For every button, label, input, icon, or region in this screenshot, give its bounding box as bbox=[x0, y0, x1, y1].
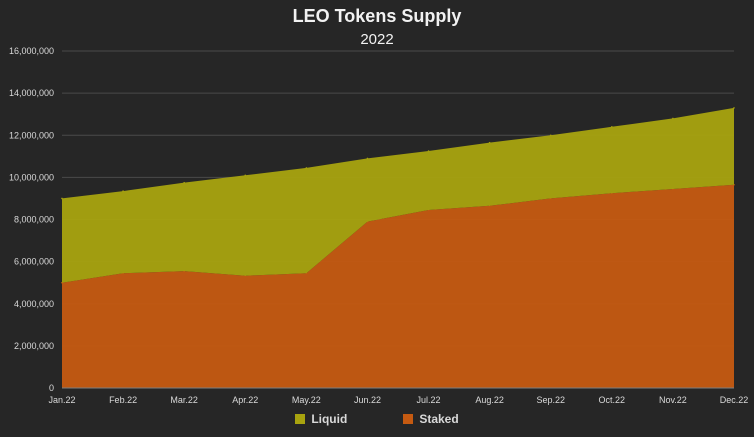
point-liquid bbox=[549, 134, 552, 137]
point-liquid bbox=[366, 157, 369, 160]
x-tick-label: Mar.22 bbox=[170, 395, 198, 405]
y-tick-label: 16,000,000 bbox=[9, 46, 54, 56]
y-tick-label: 14,000,000 bbox=[9, 88, 54, 98]
legend-swatch-liquid bbox=[295, 414, 306, 424]
legend-label-staked: Staked bbox=[419, 412, 459, 426]
x-tick-label: Oct.22 bbox=[599, 395, 626, 405]
point-liquid bbox=[488, 141, 491, 144]
chart-subtitle: 2022 bbox=[360, 31, 394, 48]
y-tick-label: 6,000,000 bbox=[14, 257, 54, 267]
y-tick-label: 8,000,000 bbox=[14, 215, 54, 225]
y-axis: 0 2,000,000 4,000,000 6,000,000 8,000,000 10,… bbox=[9, 46, 54, 393]
x-axis: Jan.22 Feb.22 Mar.22 Apr.22 May.22 Jun.22 Jul.… bbox=[48, 387, 749, 405]
area-series bbox=[61, 107, 735, 388]
point-liquid bbox=[244, 174, 247, 177]
legend-item-staked[interactable]: Staked bbox=[403, 412, 459, 426]
legend-item-liquid[interactable]: Liquid bbox=[295, 412, 347, 426]
x-tick-label: Sep.22 bbox=[536, 395, 565, 405]
legend: Liquid Staked bbox=[0, 412, 754, 426]
point-liquid bbox=[305, 167, 308, 169]
x-tick-label: Apr.22 bbox=[232, 395, 258, 405]
chart-title: LEO Tokens Supply bbox=[292, 6, 462, 26]
y-tick-label: 10,000,000 bbox=[9, 172, 54, 182]
x-tick-label: Feb.22 bbox=[109, 395, 137, 405]
y-tick-label: 2,000,000 bbox=[14, 341, 54, 351]
legend-swatch-staked bbox=[403, 414, 414, 424]
point-liquid bbox=[122, 190, 124, 192]
area-liquid bbox=[62, 107, 734, 283]
legend-label-liquid: Liquid bbox=[311, 412, 348, 426]
point-liquid bbox=[611, 126, 613, 128]
x-tick-label: Dec.22 bbox=[720, 395, 749, 405]
x-tick-label: Aug.22 bbox=[475, 395, 504, 405]
y-tick-label: 12,000,000 bbox=[9, 130, 54, 140]
y-tick-label: 4,000,000 bbox=[14, 299, 54, 309]
point-liquid bbox=[672, 117, 674, 120]
area-staked bbox=[62, 184, 734, 388]
point-liquid bbox=[733, 107, 735, 109]
point-liquid bbox=[183, 181, 185, 184]
x-tick-label: Nov.22 bbox=[659, 395, 687, 405]
x-tick-label: Jan.22 bbox=[48, 395, 75, 405]
x-tick-label: May.22 bbox=[292, 395, 321, 405]
point-liquid bbox=[427, 150, 430, 152]
y-tick-label: 0 bbox=[49, 383, 54, 393]
point-liquid bbox=[61, 197, 63, 200]
x-tick-label: Jun.22 bbox=[354, 395, 381, 405]
x-tick-label: Jul.22 bbox=[417, 395, 441, 405]
